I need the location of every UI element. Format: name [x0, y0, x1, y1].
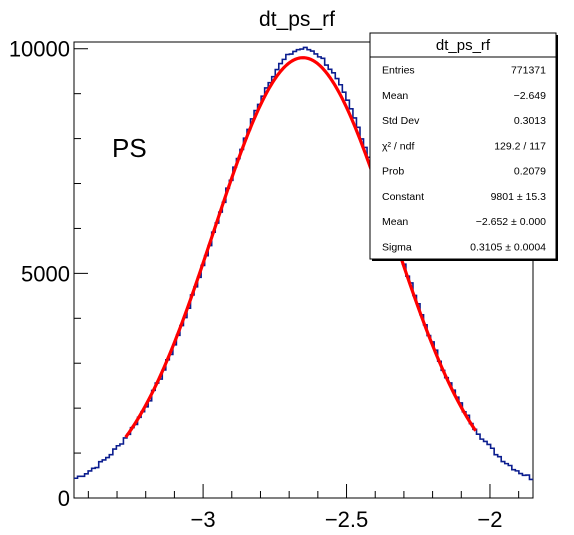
stats-value: −2.652 ± 0.000 — [476, 216, 546, 228]
stats-value: 9801 ± 15.3 — [491, 191, 547, 203]
plot-area: −3 −2.5 −2 0 5000 10000 — [9, 37, 534, 532]
plot-frame — [73, 41, 534, 499]
x-tick-label: −3 — [191, 507, 216, 532]
stats-box: dt_ps_rf Entries 771371 Mean −2.649 Std Dev 0.… — [369, 32, 558, 261]
y-tick-label: 0 — [58, 486, 70, 511]
ps-annotation: PS — [112, 133, 147, 163]
y-tick-label: 5000 — [21, 261, 70, 286]
stats-label: Mean — [382, 90, 408, 102]
stats-value: −2.649 — [514, 90, 547, 102]
stats-frame — [369, 32, 557, 260]
stats-label: Std Dev — [382, 115, 420, 127]
stats-value: 771371 — [511, 65, 546, 77]
fit-curve — [124, 56, 477, 439]
stats-label: Mean — [382, 216, 408, 228]
x-tick-label: −2.5 — [325, 507, 368, 532]
x-tick-label: −2 — [477, 507, 502, 532]
y-tick-label: 10000 — [9, 37, 70, 62]
stats-title: dt_ps_rf — [436, 37, 491, 54]
stats-value: 0.2079 — [514, 166, 546, 178]
stats-value: 129.2 / 117 — [494, 140, 546, 152]
stats-label: χ² / ndf — [382, 140, 414, 152]
stats-label: Sigma — [382, 241, 412, 253]
stats-label: Entries — [382, 65, 415, 77]
stats-label: Prob — [382, 166, 404, 178]
stats-value: 0.3013 — [514, 115, 546, 127]
chart-title: dt_ps_rf — [259, 8, 335, 31]
stats-label: Constant — [382, 191, 424, 203]
stats-value: 0.3105 ± 0.0004 — [470, 241, 546, 253]
